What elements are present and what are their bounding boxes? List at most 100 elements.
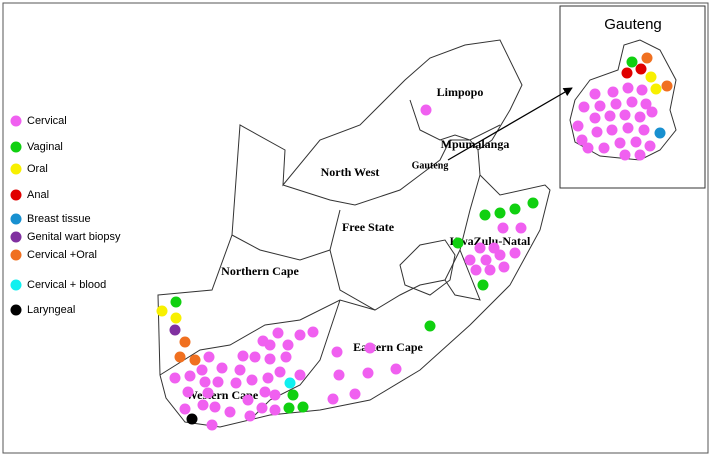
sample-dot — [230, 377, 242, 389]
sample-dot — [626, 56, 638, 68]
sample-dot — [294, 369, 306, 381]
sample-dot — [196, 364, 208, 376]
sample-dot — [626, 96, 638, 108]
sample-dot — [630, 136, 642, 148]
legend-swatch — [10, 213, 22, 225]
province-border — [444, 249, 481, 301]
legend-label: Breast tissue — [27, 213, 91, 225]
legend-label: Genital wart biopsy — [27, 231, 121, 243]
legend-label: Cervical — [27, 115, 67, 127]
inset-arrow — [447, 87, 573, 161]
legend-label: Cervical +Oral — [27, 249, 97, 261]
sample-dot — [216, 362, 228, 374]
province-label: Limpopo — [437, 85, 484, 99]
sample-dot — [269, 389, 281, 401]
sample-dot — [498, 261, 510, 273]
sample-dot — [484, 264, 496, 276]
sample-dot — [280, 351, 292, 363]
sample-dot — [212, 376, 224, 388]
province-label: North West — [321, 165, 380, 179]
sample-dot — [591, 126, 603, 138]
sample-dot — [622, 82, 634, 94]
province-label: Free State — [342, 220, 395, 234]
sample-dot — [635, 63, 647, 75]
sample-dot — [646, 106, 658, 118]
sample-dot — [189, 354, 201, 366]
legend-swatch — [10, 115, 22, 127]
sample-dot — [390, 363, 402, 375]
sample-dot — [650, 83, 662, 95]
sample-dot — [283, 402, 295, 414]
sample-dot — [654, 127, 666, 139]
legend-label: Vaginal — [27, 141, 63, 153]
province-label: Eastern Cape — [353, 340, 423, 354]
sample-dot — [246, 374, 258, 386]
sample-dot — [470, 264, 482, 276]
legend-swatch — [10, 189, 22, 201]
sample-dot — [282, 339, 294, 351]
sample-dot — [604, 110, 616, 122]
sample-dot — [477, 279, 489, 291]
sample-dot — [606, 124, 618, 136]
sample-dot — [203, 351, 215, 363]
sample-dot — [479, 209, 491, 221]
sample-dot — [206, 419, 218, 431]
legend-swatch — [10, 304, 22, 316]
province-border — [329, 174, 481, 311]
legend-label: Cervical + blood — [27, 279, 106, 291]
province-border — [249, 299, 341, 421]
sample-dot — [294, 329, 306, 341]
sample-dot — [197, 399, 209, 411]
sample-dot — [287, 389, 299, 401]
sample-dot — [589, 88, 601, 100]
sample-dot — [264, 353, 276, 365]
sample-dot — [607, 86, 619, 98]
sample-dot — [156, 305, 168, 317]
sample-dot — [234, 364, 246, 376]
sample-dot — [494, 249, 506, 261]
sample-dot — [464, 254, 476, 266]
sample-dot — [362, 367, 374, 379]
sample-dot — [509, 203, 521, 215]
sample-dot — [244, 410, 256, 422]
sample-dot — [598, 142, 610, 154]
legend-swatch — [10, 249, 22, 261]
legend-label: Oral — [27, 163, 48, 175]
sample-dot — [576, 134, 588, 146]
sample-dot — [636, 84, 648, 96]
sample-dot — [249, 351, 261, 363]
sample-dot — [170, 312, 182, 324]
sample-dot — [256, 402, 268, 414]
legend-swatch — [10, 141, 22, 153]
sample-dot — [179, 403, 191, 415]
sample-dot — [494, 207, 506, 219]
sample-dot — [209, 401, 221, 413]
sample-dot — [186, 413, 198, 425]
sample-dot — [641, 52, 653, 64]
sample-dot — [237, 350, 249, 362]
sample-dot — [622, 122, 634, 134]
sample-dot — [480, 254, 492, 266]
province-border — [231, 234, 331, 261]
sample-dot — [619, 149, 631, 161]
sample-dot — [224, 406, 236, 418]
sample-dot — [170, 296, 182, 308]
province-label: Northern Cape — [221, 264, 299, 278]
sample-dot — [327, 393, 339, 405]
sample-dot — [509, 247, 521, 259]
sample-dot — [182, 386, 194, 398]
sample-dot — [644, 140, 656, 152]
sample-dot — [640, 98, 652, 110]
sample-dot — [610, 98, 622, 110]
sample-dot — [202, 387, 214, 399]
sample-dot — [634, 111, 646, 123]
sample-dot — [259, 386, 271, 398]
sample-dot — [619, 109, 631, 121]
inset-title: Gauteng — [604, 16, 662, 33]
sample-dot — [661, 80, 673, 92]
sample-dot — [272, 327, 284, 339]
legend-swatch — [10, 279, 22, 291]
sample-dot — [184, 370, 196, 382]
sample-dot — [572, 120, 584, 132]
sample-dot — [257, 335, 269, 347]
